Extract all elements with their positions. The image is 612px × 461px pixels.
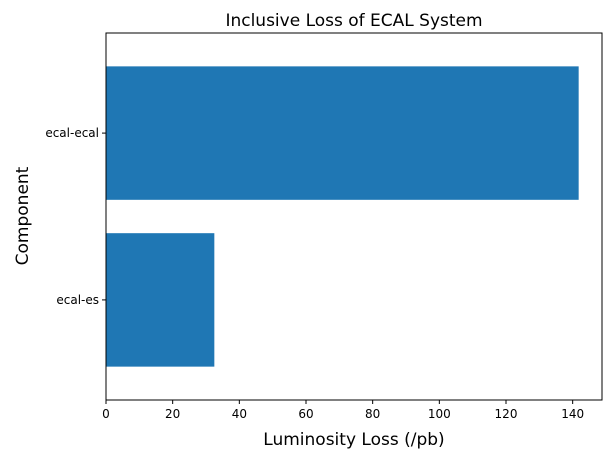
chart-title: Inclusive Loss of ECAL System	[225, 11, 482, 31]
y-tick-label: ecal-es	[56, 293, 99, 307]
x-tick-label: 100	[428, 407, 451, 421]
x-tick-label: 60	[298, 407, 313, 421]
bar-ecal-es	[106, 233, 215, 367]
x-tick-label: 140	[561, 407, 584, 421]
bar-ecal-ecal	[106, 66, 579, 200]
y-axis-label: Component	[13, 166, 33, 265]
x-tick-label: 0	[102, 407, 110, 421]
plot-frame	[105, 32, 603, 401]
y-axis-ticks: ecal-ecal ecal-es	[45, 126, 106, 307]
x-tick-label: 20	[165, 407, 180, 421]
x-tick-label: 40	[232, 407, 247, 421]
y-tick-label: ecal-ecal	[45, 126, 99, 140]
bars-group	[106, 66, 579, 367]
x-tick-label: 120	[495, 407, 518, 421]
x-tick-label: 80	[365, 407, 380, 421]
axes-frame	[105, 32, 603, 401]
x-axis-label: Luminosity Loss (/pb)	[263, 430, 444, 450]
x-axis-ticks: 0 20 40 60 80 100 120 140	[102, 400, 584, 421]
